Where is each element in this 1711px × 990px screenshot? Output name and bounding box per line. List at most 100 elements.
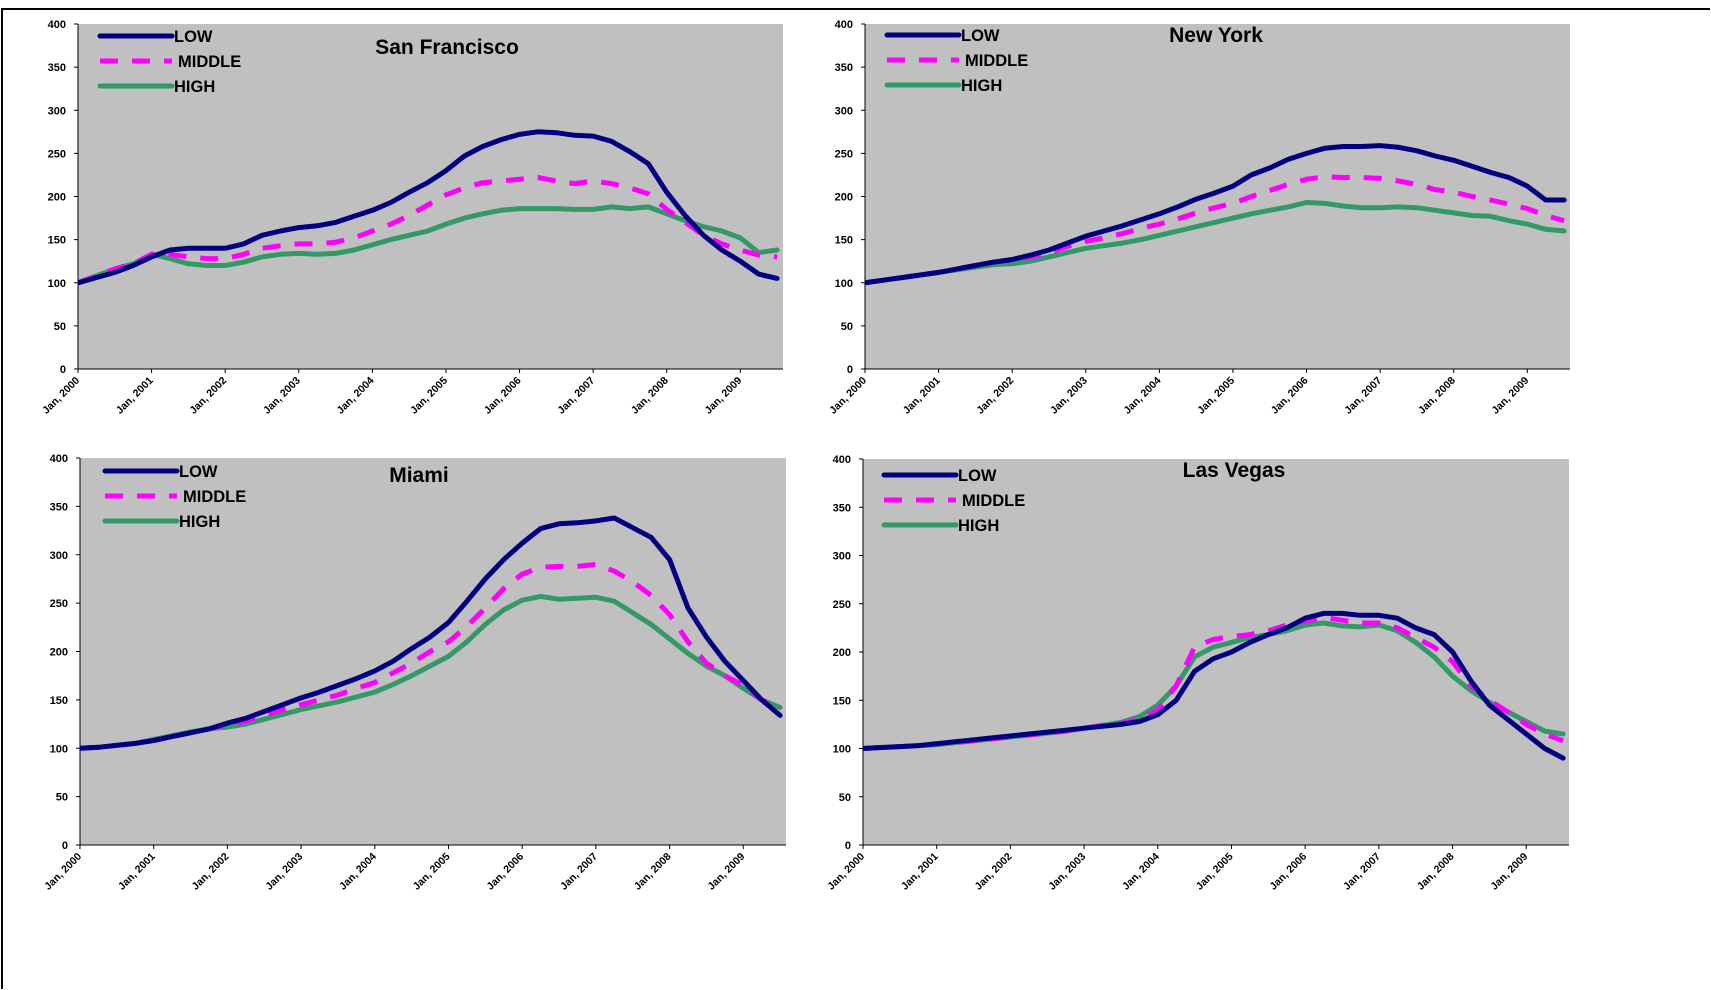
x-tick-label: Jan, 2008 [632,851,674,893]
series-line-low [863,610,1566,761]
x-tick-label: Jan, 2003 [1048,375,1090,417]
legend-label-low: LOW [179,463,218,481]
x-tick-label: Jan, 2005 [1194,851,1236,893]
series-line-middle [863,614,1564,751]
x-tick-label: Jan, 2000 [42,851,84,893]
series-lines [80,515,783,751]
series-line-low [865,143,1567,286]
y-tick-label: 200 [48,192,66,204]
y-tick-label: 100 [50,743,68,755]
y-tick-label: 150 [48,235,66,247]
legend: LOW MIDDLE HIGH [881,467,1025,535]
x-tick-label: Jan, 2004 [1122,375,1164,417]
legend-label-low: LOW [958,467,997,485]
y-tick-label: 300 [835,105,853,117]
x-tick-label: Jan, 2001 [114,375,156,417]
x-tick-label: Jan, 2005 [1195,375,1237,417]
series-lines [863,610,1566,761]
x-tick-label: Jan, 2003 [1046,851,1088,893]
x-tick-label: Jan, 2006 [482,375,524,417]
plot-area [865,24,1570,369]
chart-0: 0 50 100 150 200 250 300 350 400 Jan, 2000 Jan, 20… [40,19,783,417]
x-tick-label: Jan, 2002 [974,375,1016,417]
chart-3: 0 50 100 150 200 250 300 350 400 Jan, 2000 Jan, 20… [825,454,1569,893]
y-tick-label: 300 [48,105,66,117]
chart-title: Las Vegas [1183,459,1286,482]
y-tick-label: 100 [48,278,66,290]
y-tick-label: 0 [62,840,68,852]
series-line-middle [80,561,782,751]
y-tick-label: 200 [50,647,68,659]
y-tick-label: 50 [839,792,851,804]
y-tick-label: 300 [833,551,851,563]
y-tick-label: 350 [50,501,68,513]
x-tick-label: Jan, 2006 [1267,851,1309,893]
x-tick-label: Jan, 2002 [190,851,232,893]
x-tick-label: Jan, 2001 [901,375,943,417]
x-tick-label: Jan, 2000 [825,851,867,893]
legend-label-high: HIGH [179,513,220,531]
y-tick-label: 400 [50,453,68,465]
legend: LOW MIDDLE HIGH [102,463,246,531]
x-tick-label: Jan, 2004 [1120,851,1162,893]
x-tick-label: Jan, 2003 [261,375,303,417]
y-tick-label: 0 [60,364,66,376]
x-tick-label: Jan, 2006 [1269,375,1311,417]
y-tick-label: 300 [50,550,68,562]
x-tick-label: Jan, 2008 [1415,851,1457,893]
x-tick-label: Jan, 2007 [558,851,600,893]
figure-frame [1,8,1710,989]
y-tick-label: 350 [833,502,851,514]
y-tick-label: 400 [833,454,851,466]
series-line-middle [78,175,778,286]
x-tick-label: Jan, 2005 [408,375,450,417]
y-tick-label: 200 [833,647,851,659]
y-tick-label: 150 [833,695,851,707]
chart-title: San Francisco [375,36,519,59]
x-tick-label: Jan, 2002 [187,375,229,417]
plot-area [78,24,783,369]
y-tick-label: 0 [845,840,851,852]
series-line-low [78,129,780,286]
x-tick-label: Jan, 2009 [1488,851,1530,893]
series-lines [865,143,1567,286]
chart-1: 0 50 100 150 200 250 300 350 400 Jan, 2000 Jan, 20… [827,19,1570,417]
x-tick-label: Jan, 2004 [335,375,377,417]
y-tick-label: 350 [48,62,66,74]
chart-2: 0 50 100 150 200 250 300 350 400 Jan, 2000 Jan, 20… [42,453,786,893]
x-tick-label: Jan, 2000 [40,375,82,417]
legend-label-middle: MIDDLE [965,52,1028,70]
x-tick-label: Jan, 2005 [411,851,453,893]
x-tick-label: Jan, 2000 [827,375,869,417]
y-tick-label: 50 [56,792,68,804]
x-tick-label: Jan, 2001 [899,851,941,893]
x-tick-label: Jan, 2009 [705,851,747,893]
x-tick-label: Jan, 2008 [1416,375,1458,417]
legend-label-middle: MIDDLE [183,488,246,506]
chart-title: New York [1169,24,1263,47]
y-tick-label: 250 [50,598,68,610]
x-tick-label: Jan, 2007 [1342,375,1384,417]
legend-label-middle: MIDDLE [962,492,1025,510]
x-tick-label: Jan, 2002 [973,851,1015,893]
y-tick-label: 100 [833,744,851,756]
x-tick-label: Jan, 2001 [116,851,158,893]
y-tick-label: 350 [835,62,853,74]
x-tick-label: Jan, 2006 [484,851,526,893]
y-tick-label: 150 [835,235,853,247]
legend-label-low: LOW [961,27,1000,45]
legend-label-low: LOW [174,28,213,46]
legend: LOW MIDDLE HIGH [884,27,1028,95]
x-tick-label: Jan, 2009 [1490,375,1532,417]
y-tick-label: 200 [835,192,853,204]
y-tick-label: 150 [50,695,68,707]
y-tick-label: 100 [835,278,853,290]
y-tick-label: 0 [847,364,853,376]
y-tick-label: 400 [48,19,66,31]
legend-label-high: HIGH [958,517,999,535]
x-tick-label: Jan, 2003 [263,851,305,893]
legend-label-middle: MIDDLE [178,53,241,71]
series-line-low [80,515,783,751]
legend-label-high: HIGH [174,78,215,96]
